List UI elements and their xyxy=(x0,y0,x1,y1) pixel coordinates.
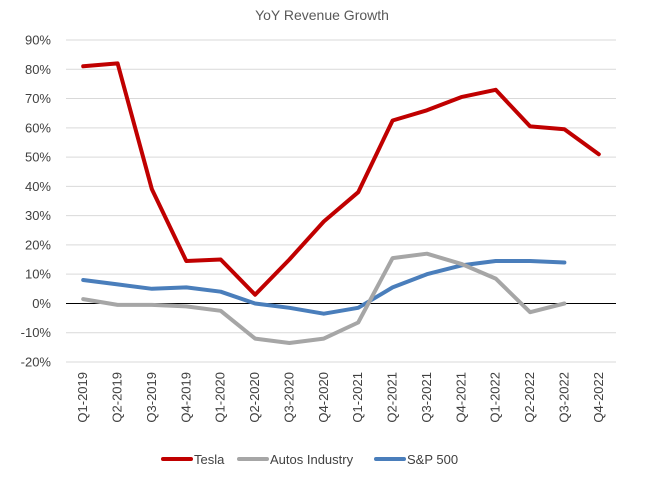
x-tick-label: Q2-2021 xyxy=(385,372,400,423)
x-tick-label: Q4-2021 xyxy=(453,372,468,423)
y-tick-label: 40% xyxy=(25,179,51,194)
y-tick-label: 10% xyxy=(25,267,51,282)
y-tick-label: 20% xyxy=(25,237,51,252)
gridlines xyxy=(66,39,616,363)
y-tick-label: 60% xyxy=(25,120,51,135)
x-tick-label: Q3-2021 xyxy=(419,372,434,423)
x-tick-label: Q4-2020 xyxy=(316,372,331,423)
x-tick-label: Q4-2022 xyxy=(591,372,606,423)
x-tick-label: Q2-2020 xyxy=(247,372,262,423)
y-tick-label: 80% xyxy=(25,62,51,77)
series-line-s-p-500 xyxy=(81,259,567,316)
x-tick-label: Q1-2019 xyxy=(75,372,90,423)
legend: Tesla Autos Industry S&P 500 xyxy=(161,452,458,467)
legend-s-p-500-label: S&P 500 xyxy=(407,452,458,467)
series-line-autos-industry xyxy=(81,251,567,345)
y-tick-label: 0% xyxy=(32,296,51,311)
x-tick-label: Q2-2019 xyxy=(110,372,125,423)
y-tick-label: -20% xyxy=(21,355,52,370)
x-tick-label: Q1-2021 xyxy=(350,372,365,423)
y-axis-ticks: 90% 80% 70% 60% 50% 40% 30% 20% 10% 0% -10% -20% xyxy=(21,33,52,370)
x-tick-label: Q3-2019 xyxy=(144,372,159,423)
x-tick-label: Q1-2022 xyxy=(488,372,503,423)
legend-tesla-label: Tesla xyxy=(194,452,225,467)
chart-title: YoY Revenue Growth xyxy=(255,7,389,23)
y-tick-label: 50% xyxy=(25,150,51,165)
x-tick-label: Q2-2022 xyxy=(522,372,537,423)
x-tick-label: Q4-2019 xyxy=(178,372,193,423)
x-tick-label: Q3-2020 xyxy=(281,372,296,423)
y-tick-label: 70% xyxy=(25,91,51,106)
y-tick-label: 90% xyxy=(25,33,51,48)
x-axis-ticks: Q1-2019 Q2-2019 Q3-2019 Q4-2019 Q1-2020 Q2-20… xyxy=(75,372,606,423)
x-tick-label: Q3-2022 xyxy=(556,372,571,423)
legend-autos-industry-label: Autos Industry xyxy=(270,452,354,467)
y-tick-label: -10% xyxy=(21,325,52,340)
series-line-tesla xyxy=(81,61,601,297)
x-tick-label: Q1-2020 xyxy=(213,372,228,423)
series-lines xyxy=(81,61,601,345)
y-tick-label: 30% xyxy=(25,208,51,223)
